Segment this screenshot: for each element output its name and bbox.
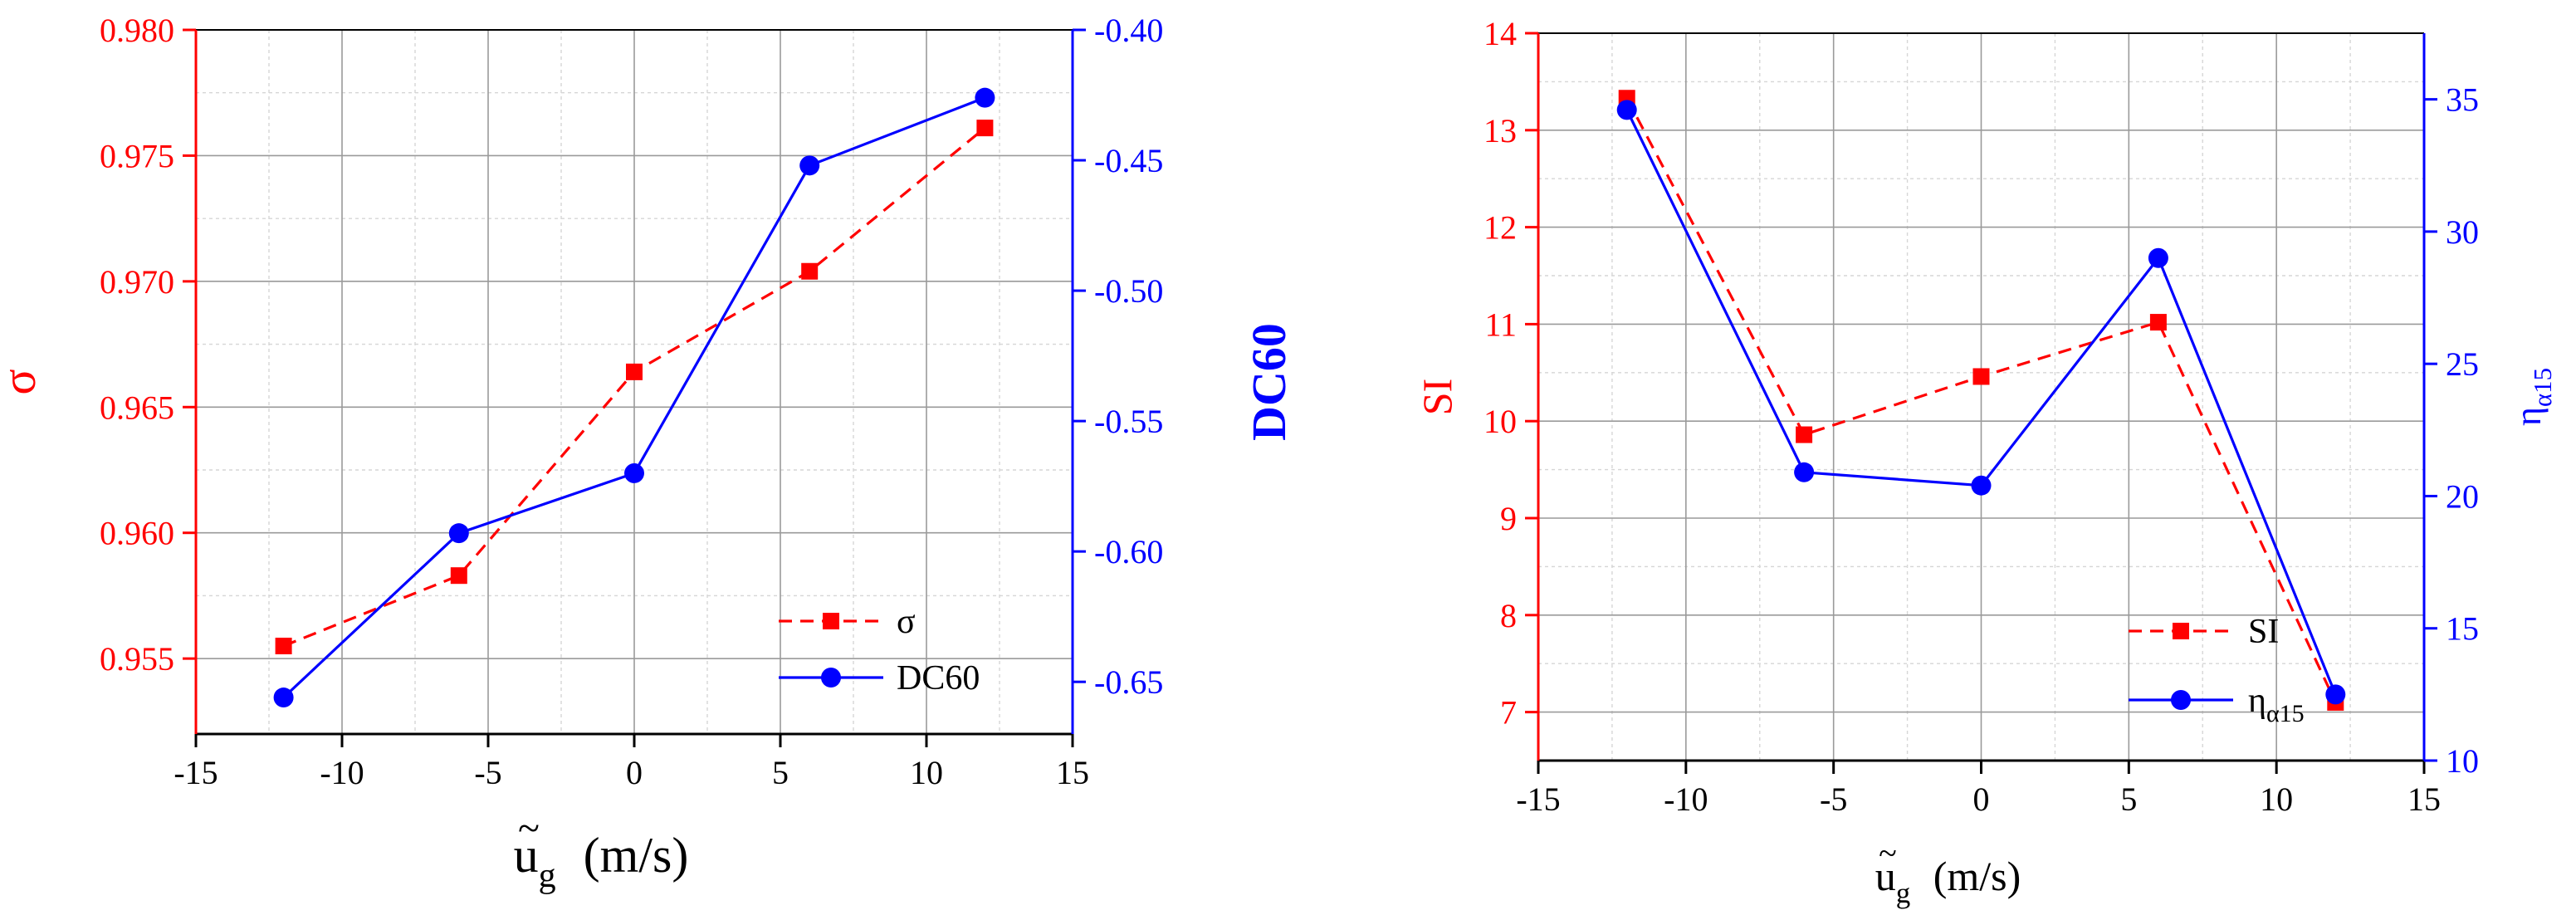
data-point-circle	[624, 462, 644, 483]
legend-label-main: σ	[897, 603, 916, 641]
y-left-axis-title: σ	[0, 369, 46, 394]
x-axis-title-main: u	[1875, 853, 1896, 899]
data-point-square	[626, 363, 643, 380]
x-tick-label: -10	[1664, 781, 1708, 818]
y-right-tick-label: 35	[2446, 81, 2479, 119]
x-axis-title-tilde: ~	[518, 806, 540, 850]
data-point-circle	[1616, 100, 1637, 120]
legend-label-main: η	[2248, 682, 2266, 720]
y-left-tick-label: 0.980	[100, 12, 174, 49]
x-tick-label: 5	[772, 754, 789, 791]
x-tick-label: 5	[2120, 781, 2137, 818]
y-left-tick-label: 12	[1484, 209, 1517, 247]
x-axis-title-units: (m/s)	[1933, 853, 2021, 899]
x-axis-title-subscript: g	[539, 857, 556, 895]
x-tick-label: -15	[1516, 781, 1560, 818]
x-axis-title: ug (m/s)	[514, 828, 689, 895]
legend-label-main: SI	[2248, 613, 2279, 651]
x-tick-label: 10	[910, 754, 943, 791]
data-point-circle	[799, 155, 820, 176]
data-point-circle	[1794, 462, 1815, 482]
data-point-circle	[975, 87, 995, 108]
x-axis-title-tilde: ~	[1879, 834, 1897, 872]
x-tick-label: 15	[1056, 754, 1089, 791]
data-point-circle	[273, 688, 294, 708]
x-tick-label: 0	[1973, 781, 1990, 818]
legend-marker-square	[823, 613, 839, 629]
data-point-circle	[2148, 247, 2168, 268]
x-axis-title-units: (m/s)	[584, 828, 689, 883]
data-point-circle	[448, 523, 469, 544]
chart-left: -15 -10 -5 0 5 10 15 0.955 0.960 0.965 0.970 0.975 0…	[0, 12, 1296, 895]
legend-label: ηα15	[2248, 682, 2305, 727]
y-left-tick-label: 14	[1484, 15, 1517, 52]
y-right-tick-label: 15	[2446, 610, 2479, 648]
y-right-tick-label: 25	[2446, 345, 2479, 383]
legend-label: DC60	[897, 659, 980, 697]
y-right-tick-label: 20	[2446, 477, 2479, 515]
legend-marker-square	[2173, 623, 2189, 639]
y-right-tick-label: 10	[2446, 742, 2479, 780]
y-right-tick-label: -0.65	[1094, 663, 1163, 701]
legend-marker-circle	[821, 668, 841, 688]
y-left-axis-title: SI	[1414, 379, 1460, 415]
x-axis-title-subscript: g	[1896, 877, 1911, 909]
chart-right: -15 -10 -5 0 5 10 157891011121314101520253035u…	[1414, 15, 2557, 909]
data-point-circle	[2325, 684, 2346, 705]
y-left-tick-label: 0.975	[100, 137, 174, 174]
data-point-square	[450, 567, 467, 585]
y-right-tick-label: 30	[2446, 213, 2479, 251]
legend-marker-circle	[2171, 690, 2191, 710]
y-left-tick-label: 0.955	[100, 640, 174, 678]
x-tick-label: -15	[174, 754, 218, 791]
y-right-tick-label: -0.50	[1094, 272, 1163, 310]
y-left-tick-label: 7	[1500, 694, 1517, 732]
y-left-tick-label: 11	[1484, 306, 1517, 343]
x-tick-label: 10	[2260, 781, 2293, 818]
x-axis-title: ug (m/s)	[1875, 853, 2021, 909]
y-left-tick-label: 9	[1500, 500, 1517, 537]
y-right-axis-title-subscript: α15	[2529, 368, 2557, 407]
x-tick-label: -10	[320, 754, 364, 791]
y-right-axis-title: ηα15	[2508, 368, 2557, 426]
y-right-tick-label: -0.55	[1094, 403, 1163, 440]
legend-label: SI	[2248, 613, 2279, 651]
y-right-tick-label: -0.45	[1094, 142, 1163, 179]
data-point-square	[275, 638, 292, 654]
y-left-tick-label: 0.965	[100, 389, 174, 426]
legend-label: σ	[897, 603, 916, 641]
y-right-axis-title-main: DC60	[1242, 323, 1296, 441]
x-tick-label: -5	[474, 754, 501, 791]
y-left-tick-label: 13	[1484, 112, 1517, 149]
y-left-tick-label: 10	[1484, 403, 1517, 440]
x-axis-title-main: u	[514, 828, 539, 883]
data-point-circle	[1971, 475, 1992, 496]
y-left-tick-label: 0.970	[100, 263, 174, 301]
legend-label-main: DC60	[897, 659, 980, 697]
x-tick-label: 0	[626, 754, 643, 791]
x-tick-label: -5	[1820, 781, 1847, 818]
x-tick-label: 15	[2407, 781, 2441, 818]
y-right-axis-title-main: η	[2508, 407, 2549, 426]
y-left-tick-label: 0.960	[100, 515, 174, 552]
y-right-tick-label: -0.60	[1094, 533, 1163, 570]
legend-label-subscript: α15	[2266, 700, 2305, 727]
data-point-square	[801, 262, 819, 280]
y-right-axis-title: DC60	[1242, 323, 1296, 441]
y-left-tick-label: 8	[1500, 597, 1517, 634]
y-right-tick-label: -0.40	[1094, 12, 1163, 49]
data-point-square	[976, 120, 994, 137]
data-point-square	[1972, 368, 1990, 385]
data-point-square	[2149, 314, 2167, 331]
data-point-square	[1796, 426, 1813, 443]
